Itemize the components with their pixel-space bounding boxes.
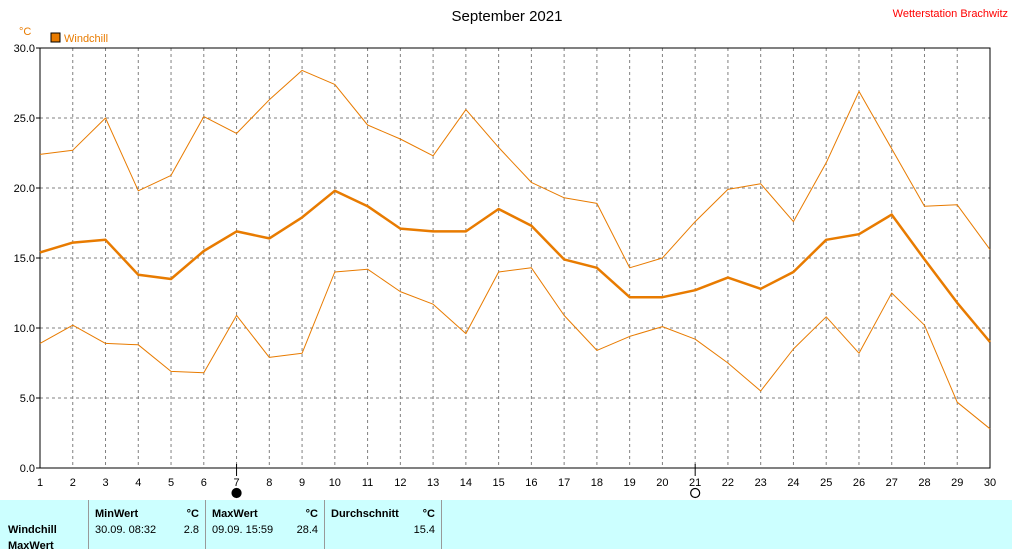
x-tick-label: 17 [558, 477, 570, 489]
y-tick-labels: 0.0 5.0 10.0 15.0 20.0 25.0 30.0 [14, 43, 35, 475]
series-line-max [39, 69, 991, 269]
x-tick-label: 11 [362, 477, 373, 489]
x-tick-label: 10 [329, 477, 341, 489]
windchill-chart: September 2021 Wetterstation Brachwitz °… [14, 8, 1008, 499]
summary-col-min: MinWert °C 30.09. 08:32 2.8 [88, 500, 205, 549]
station-label: Wetterstation Brachwitz [893, 8, 1008, 20]
x-tick-label: 3 [102, 477, 108, 489]
min-datetime: 30.09. 08:32 [95, 524, 157, 536]
y-tick-label: 0.0 [20, 463, 35, 475]
x-tick-label: 21 [689, 477, 701, 489]
moon-markers [231, 464, 701, 499]
series-line-mean [39, 189, 991, 343]
max-unit: °C [305, 508, 318, 520]
summary-col-avg: Durchschnitt °C 15.4 [324, 500, 442, 549]
x-tick-label: 5 [168, 477, 174, 489]
legend-entry-windchill: Windchill [64, 33, 108, 45]
summary-table: Windchill MaxWert MinWert °C 30.09. 08:3… [0, 500, 1012, 549]
summary-row-label-windchill: Windchill [8, 524, 57, 536]
x-tick-label: 9 [299, 477, 305, 489]
y-tick-label: 5.0 [20, 393, 35, 405]
min-value: 2.8 [183, 524, 199, 536]
x-tick-label: 24 [787, 477, 799, 489]
new-moon-icon [690, 487, 701, 499]
x-tick-label: 7 [233, 477, 239, 489]
x-tick-label: 18 [591, 477, 603, 489]
x-tick-label: 16 [525, 477, 537, 489]
y-tick-label: 30.0 [14, 43, 35, 55]
y-tick-label: 10.0 [14, 323, 35, 335]
x-tick-label: 8 [266, 477, 272, 489]
x-tick-label: 20 [656, 477, 668, 489]
avg-value: 15.4 [413, 524, 435, 536]
summary-col-max: MaxWert °C 09.09. 15:59 28.4 [205, 500, 324, 549]
min-unit: °C [186, 508, 199, 520]
x-tick-labels: 1 2 3 4 5 6 7 8 9 10 11 12 13 14 15 16 17 18 19 20 21 22 23 24 2… [37, 477, 996, 489]
x-tick-label: 1 [37, 477, 43, 489]
max-header: MaxWert [212, 508, 258, 520]
y-tick-label: 25.0 [14, 113, 35, 125]
x-tick-label: 30 [984, 477, 996, 489]
y-tick-label: 20.0 [14, 183, 35, 195]
x-tick-label: 19 [624, 477, 636, 489]
x-tick-label: 23 [755, 477, 767, 489]
x-tick-label: 26 [853, 477, 865, 489]
y-unit-label: °C [19, 26, 31, 38]
y-tick-label: 15.0 [14, 253, 35, 265]
x-tick-label: 15 [492, 477, 504, 489]
x-tick-label: 27 [886, 477, 898, 489]
full-moon-icon [231, 487, 242, 499]
plot-frame [39, 47, 991, 469]
avg-unit: °C [422, 508, 435, 520]
x-tick-label: 12 [394, 477, 406, 489]
x-tick-label: 13 [427, 477, 439, 489]
series-line-min [39, 267, 991, 430]
x-tick-label: 4 [135, 477, 141, 489]
x-tick-label: 6 [201, 477, 207, 489]
avg-header: Durchschnitt [331, 508, 399, 520]
x-tick-label: 25 [820, 477, 832, 489]
max-value: 28.4 [296, 524, 318, 536]
series-lines [39, 69, 991, 430]
x-tick-label: 14 [460, 477, 472, 489]
x-tick-label: 22 [722, 477, 734, 489]
grid [36, 47, 991, 469]
x-tick-label: 28 [918, 477, 930, 489]
x-tick-label: 2 [70, 477, 76, 489]
min-header: MinWert [95, 508, 139, 520]
x-tick-label: 29 [951, 477, 963, 489]
chart-title: September 2021 [452, 8, 563, 25]
legend-swatch [50, 32, 61, 43]
max-datetime: 09.09. 15:59 [212, 524, 274, 536]
summary-row-label-maxwert: MaxWert [8, 540, 54, 549]
